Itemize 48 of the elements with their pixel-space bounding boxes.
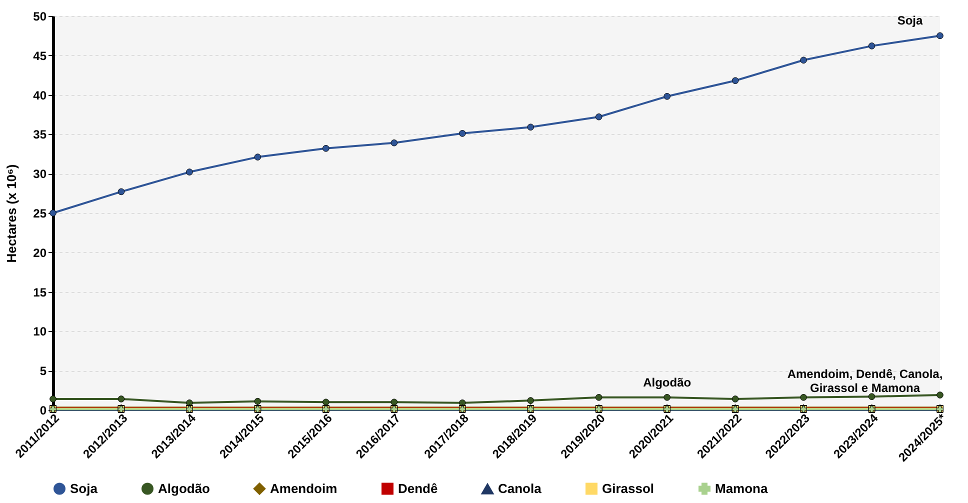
point — [50, 396, 56, 402]
point — [254, 154, 262, 160]
point — [868, 42, 876, 50]
legend-label: Dendê — [398, 480, 438, 496]
point — [527, 124, 534, 131]
annotation: Amendoim, Dendê, Canola, Girassol e Mamona — [787, 367, 943, 396]
legend-label: Girassol — [602, 480, 654, 496]
y-tick-label: 45 — [33, 48, 47, 63]
point — [800, 394, 807, 401]
y-axis-title: Hectares (x 10⁶) — [4, 164, 20, 263]
point — [186, 168, 193, 176]
y-tick-label: 5 — [40, 364, 47, 378]
point — [868, 393, 876, 400]
point — [50, 210, 56, 216]
y-tick-label: 10 — [33, 324, 47, 339]
y-tick-label: 50 — [33, 10, 47, 24]
y-tick-label: 40 — [33, 88, 47, 102]
y-tick-label: 20 — [33, 246, 47, 260]
annotation: Soja — [897, 14, 923, 28]
y-tick-label: 30 — [33, 167, 47, 182]
point — [732, 396, 739, 402]
y-tick-label: 25 — [33, 206, 47, 220]
point — [254, 398, 262, 405]
legend-label: Mamona — [715, 480, 768, 496]
point — [322, 398, 330, 406]
point — [390, 398, 398, 406]
legend-label: Algodão — [158, 480, 210, 496]
y-tick-label: 15 — [33, 285, 47, 300]
legend-label: Canola — [498, 481, 542, 496]
legend-label: Soja — [70, 480, 98, 496]
point — [527, 397, 534, 404]
y-tick-label: 0 — [40, 404, 47, 418]
y-tick-label: 35 — [33, 128, 47, 142]
point — [732, 77, 739, 84]
point — [664, 394, 670, 401]
point — [390, 139, 398, 146]
point — [118, 188, 125, 196]
point — [322, 144, 330, 152]
point — [118, 396, 125, 402]
legend-label: Amendoim — [270, 480, 338, 496]
point — [595, 394, 602, 401]
point — [595, 113, 602, 120]
annotation: Algodão — [643, 375, 692, 390]
point — [664, 92, 670, 100]
point — [458, 130, 466, 137]
point — [936, 392, 944, 398]
point — [800, 56, 807, 64]
point — [936, 32, 944, 40]
